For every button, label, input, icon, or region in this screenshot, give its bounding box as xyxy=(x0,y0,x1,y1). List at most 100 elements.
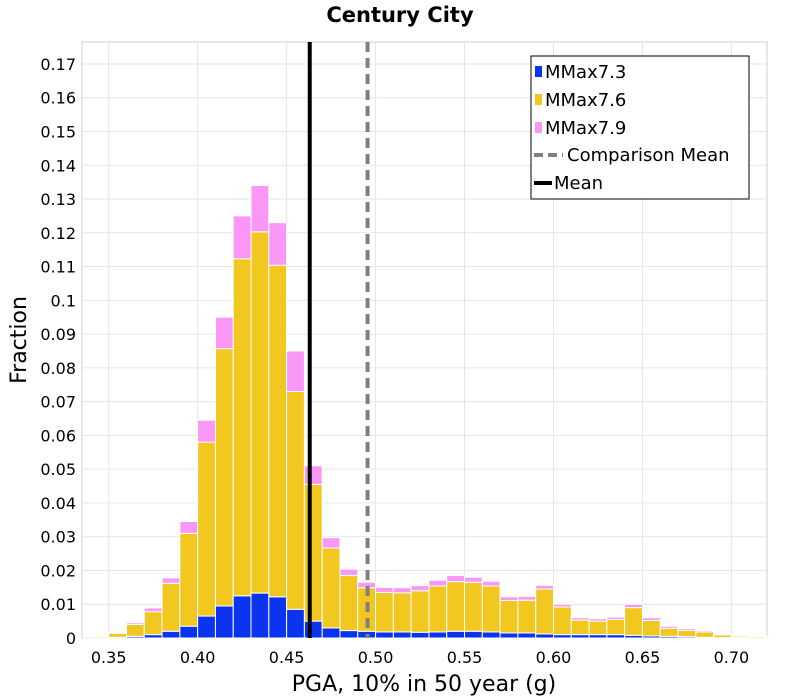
bar-mmax79 xyxy=(677,628,697,631)
bar-mmax79 xyxy=(730,634,750,637)
bar-mmax73 xyxy=(428,631,448,639)
bar-mmax76 xyxy=(108,632,127,638)
bar-mmax76 xyxy=(570,619,590,636)
bar-mmax76 xyxy=(641,619,661,637)
bar-mmax79 xyxy=(250,185,270,233)
x-tick-label: 0.45 xyxy=(269,648,305,667)
bar-mmax79 xyxy=(552,603,572,608)
legend-swatch-mmax79 xyxy=(535,122,542,133)
y-tick-label: 0.17 xyxy=(40,55,76,74)
bar-mmax76 xyxy=(677,629,697,638)
y-tick-label: 0.16 xyxy=(40,89,76,108)
bar-mmax79 xyxy=(197,419,216,443)
bar-mmax76 xyxy=(286,391,305,610)
x-tick-label: 0.70 xyxy=(714,648,750,667)
bar-mmax76 xyxy=(303,483,323,622)
bar-mmax79 xyxy=(108,631,127,634)
legend: MMax7.3 MMax7.6 MMax7.9 Comparison Mean … xyxy=(530,55,750,200)
bar-mmax76 xyxy=(446,581,466,632)
bar-mmax76 xyxy=(606,618,626,636)
bar-mmax79 xyxy=(464,576,483,583)
bar-mmax79 xyxy=(375,586,394,593)
y-tick-label: 0.1 xyxy=(51,291,76,310)
bar-mmax73 xyxy=(464,630,483,639)
bar-mmax73 xyxy=(570,634,590,639)
bar-mmax79 xyxy=(268,222,288,266)
y-axis-ticks: 0 0.01 0.02 0.03 0.04 0.05 0.06 0.07 0.08 0.09 0.1… xyxy=(40,55,76,648)
y-tick-label: 0.05 xyxy=(40,460,76,479)
y-tick-label: 0.01 xyxy=(40,595,76,614)
bar-mmax73 xyxy=(303,620,323,639)
bar-mmax76 xyxy=(339,575,359,632)
bar-mmax79 xyxy=(624,603,643,609)
bar-mmax79 xyxy=(446,575,466,583)
y-tick-label: 0.14 xyxy=(40,156,76,175)
bar-mmax79 xyxy=(570,617,590,621)
x-tick-label: 0.40 xyxy=(180,648,216,667)
bar-mmax73 xyxy=(321,627,341,639)
bar-mmax76 xyxy=(659,627,679,637)
x-axis-ticks: 0.35 0.40 0.45 0.50 0.55 0.60 0.65 0.70 xyxy=(91,648,749,667)
bar-mmax76 xyxy=(517,599,537,634)
bar-mmax79 xyxy=(214,316,234,350)
bar-mmax76 xyxy=(375,591,394,633)
bar-mmax73 xyxy=(286,608,305,639)
bar-mmax73 xyxy=(232,595,252,639)
bar-mmax79 xyxy=(481,580,501,587)
bar-mmax73 xyxy=(481,631,501,639)
bar-mmax76 xyxy=(695,631,715,638)
bar-mmax76 xyxy=(464,581,483,632)
bar-mmax76 xyxy=(197,441,216,617)
bar-mmax79 xyxy=(286,350,305,392)
legend-box xyxy=(530,55,750,200)
bar-mmax79 xyxy=(410,585,430,592)
bar-mmax73 xyxy=(446,630,466,639)
bar-mmax76 xyxy=(214,348,234,607)
bar-mmax76 xyxy=(392,592,412,633)
x-tick-label: 0.60 xyxy=(536,648,572,667)
legend-label-comparison-mean: Comparison Mean xyxy=(567,145,730,166)
legend-swatch-mmax73 xyxy=(535,66,542,77)
y-tick-label: 0.11 xyxy=(40,258,76,277)
legend-label-mmax79: MMax7.9 xyxy=(545,118,626,139)
bar-mmax79 xyxy=(125,622,145,625)
bar-mmax73 xyxy=(179,625,199,639)
x-tick-label: 0.55 xyxy=(447,648,483,667)
bar-mmax79 xyxy=(588,618,608,622)
bar-mmax79 xyxy=(321,537,341,549)
bar-mmax79 xyxy=(303,465,323,485)
y-tick-label: 0.15 xyxy=(40,122,76,141)
bar-mmax79 xyxy=(161,577,181,584)
bar-mmax79 xyxy=(606,616,626,620)
bar-mmax76 xyxy=(268,264,288,598)
reference-lines xyxy=(307,42,370,638)
bar-mmax76 xyxy=(179,532,199,627)
bar-mmax79 xyxy=(392,587,412,594)
y-tick-label: 0.06 xyxy=(40,426,76,445)
bar-mmax79 xyxy=(535,584,554,590)
bar-mmax73 xyxy=(339,630,359,639)
bar-mmax73 xyxy=(517,632,537,639)
bar-mmax76 xyxy=(624,607,643,636)
bar-mmax79 xyxy=(517,595,537,601)
bar-mmax79 xyxy=(713,633,732,636)
x-tick-label: 0.50 xyxy=(358,648,394,667)
bar-mmax76 xyxy=(588,620,608,636)
x-tick-label: 0.65 xyxy=(625,648,661,667)
x-tick-label: 0.35 xyxy=(91,648,127,667)
legend-label-mmax73: MMax7.3 xyxy=(545,62,626,83)
y-tick-label: 0.02 xyxy=(40,561,76,580)
y-tick-label: 0.07 xyxy=(40,393,76,412)
bar-mmax76 xyxy=(428,585,448,633)
legend-swatch-mmax76 xyxy=(535,94,542,105)
legend-label-mean: Mean xyxy=(554,173,603,194)
bar-mmax79 xyxy=(695,630,715,633)
bar-mmax79 xyxy=(179,521,199,534)
bar-mmax79 xyxy=(499,596,519,602)
bar-mmax73 xyxy=(250,592,270,639)
bar-mmax73 xyxy=(375,631,394,639)
y-tick-label: 0.13 xyxy=(40,190,76,209)
y-tick-label: 0 xyxy=(66,629,76,648)
bar-mmax73 xyxy=(268,596,288,639)
